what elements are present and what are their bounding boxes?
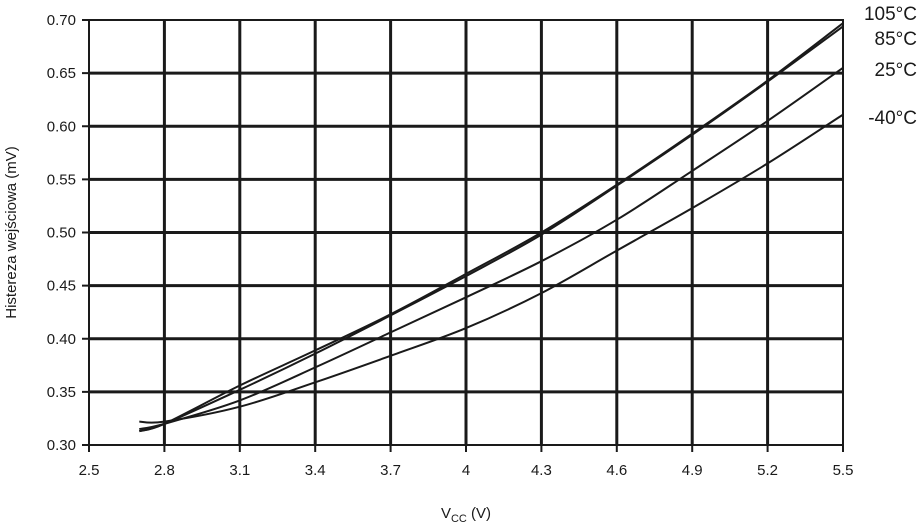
y-tick-label: 0.60 <box>47 118 76 135</box>
x-axis-title: VCC (V) <box>441 505 491 525</box>
series-labels: 105°C 85°C 25°C -40°C <box>864 4 917 129</box>
grid <box>89 20 843 445</box>
y-axis-ticks: 0.30 0.35 0.40 0.45 0.50 0.55 0.60 0.65 0.70 <box>47 12 89 454</box>
series-line <box>139 113 844 424</box>
y-tick-label: 0.70 <box>47 12 76 29</box>
x-tick-label: 5.5 <box>833 462 854 479</box>
x-tick-label: 4.9 <box>682 462 703 479</box>
y-tick-label: 0.55 <box>47 171 76 188</box>
x-tick-label: 5.2 <box>757 462 778 479</box>
series-line <box>139 22 844 433</box>
x-tick-label: 3.1 <box>229 462 250 479</box>
x-tick-label: 3.7 <box>380 462 401 479</box>
x-axis-ticks: 2.5 2.8 3.1 3.4 3.7 4 4.3 4.6 4.9 5.2 5.5 <box>79 445 854 479</box>
x-tick-label: 4 <box>462 462 470 479</box>
y-axis-title: Histereza wejściowa (mV) <box>3 146 20 319</box>
x-tick-label: 4.6 <box>606 462 627 479</box>
y-tick-label: 0.50 <box>47 225 76 242</box>
series-label: 85°C <box>875 29 917 50</box>
series-line <box>139 66 844 431</box>
y-tick-label: 0.35 <box>47 384 76 401</box>
x-axis-title-main: V <box>441 505 451 522</box>
y-tick-label: 0.40 <box>47 331 76 348</box>
y-tick-label: 0.65 <box>47 65 76 82</box>
x-axis-title-subscript: CC <box>451 513 467 525</box>
y-tick-label: 0.45 <box>47 278 76 295</box>
y-tick-label: 0.30 <box>47 437 76 454</box>
series-label: 25°C <box>875 60 917 81</box>
series-label: -40°C <box>868 108 917 129</box>
series-line <box>139 25 844 433</box>
x-axis-title-unit: (V) <box>467 505 491 522</box>
series-label: 105°C <box>864 4 917 25</box>
x-tick-label: 2.5 <box>79 462 100 479</box>
x-tick-label: 3.4 <box>305 462 326 479</box>
series-lines <box>139 22 844 433</box>
x-tick-label: 2.8 <box>154 462 175 479</box>
x-tick-label: 4.3 <box>531 462 552 479</box>
